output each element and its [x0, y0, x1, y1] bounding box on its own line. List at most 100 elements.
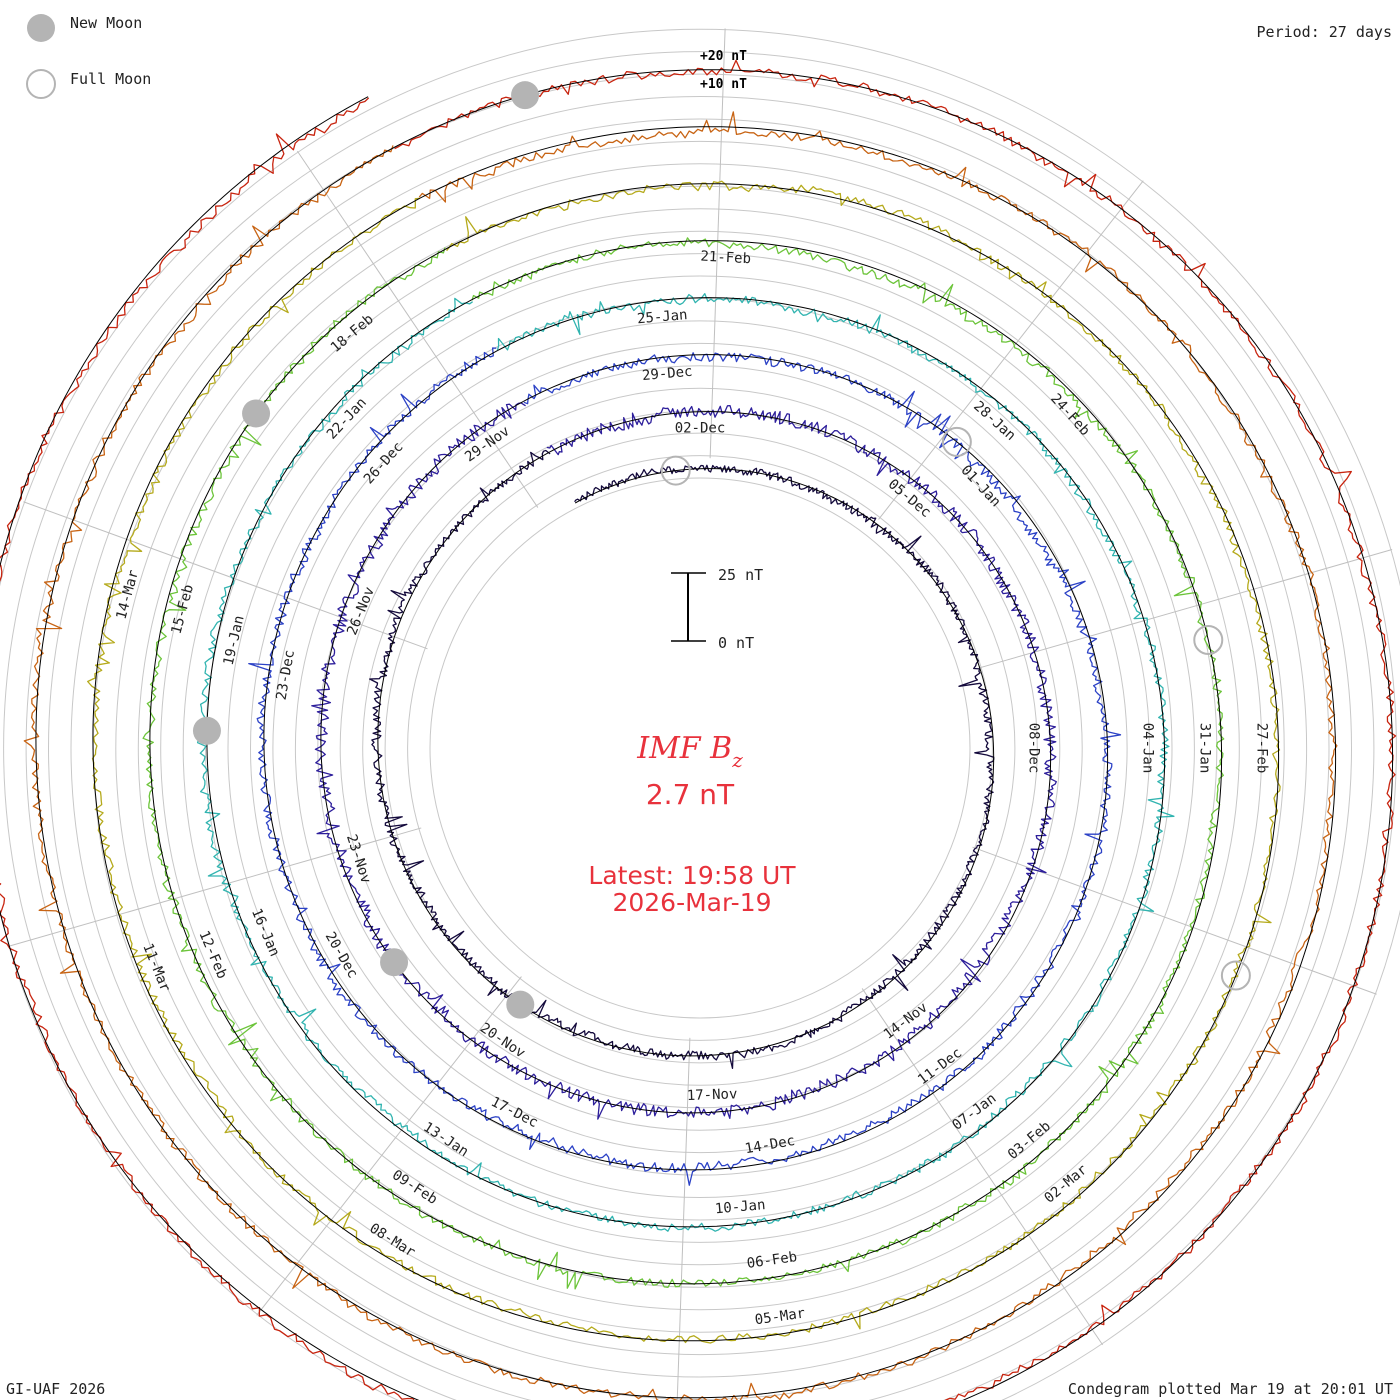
- grid-ring: [294, 342, 1106, 1154]
- full-moon-icon: [26, 69, 56, 99]
- date-label-12: 17-Dec: [488, 1094, 540, 1131]
- date-label-29: 06-Feb: [746, 1249, 798, 1272]
- new-moon-marker-3: [192, 716, 221, 745]
- grid-ring: [182, 230, 1218, 1266]
- date-label-22: 16-Jan: [248, 906, 282, 959]
- date-label-31: 12-Feb: [195, 928, 229, 981]
- baseline-spiral-5: [149, 240, 1223, 1285]
- grid-ring: [407, 455, 993, 1041]
- grid-ring: [3, 51, 1397, 1400]
- grid-spoke: [878, 180, 1144, 520]
- baseline-spiral-2: [320, 400, 1052, 1114]
- baseline-spiral-6: [92, 183, 1280, 1342]
- date-label-21: 13-Jan: [420, 1119, 471, 1160]
- new-moon-marker-4: [242, 399, 271, 428]
- series-trace-8: [0, 59, 1397, 1400]
- date-label-15: 26-Dec: [361, 439, 407, 487]
- date-label-10: 11-Dec: [915, 1045, 965, 1088]
- date-label-20: 10-Jan: [714, 1197, 766, 1217]
- grid-spoke: [978, 549, 1393, 669]
- latest-time: Latest: 19:58 UT: [588, 861, 796, 890]
- period-label: Period: 27 days: [1257, 23, 1392, 41]
- grid-spoke: [709, 28, 726, 459]
- imf-title: IMF Bz: [636, 731, 743, 772]
- date-label-27: 31-Jan: [1197, 723, 1213, 774]
- date-label-7: 02-Dec: [675, 421, 726, 437]
- date-label-1: 14-Nov: [881, 999, 931, 1042]
- date-label-2: 17-Nov: [687, 1086, 738, 1104]
- series-trace-2: [311, 402, 1057, 1120]
- legend: New Moon Full Moon: [26, 14, 151, 99]
- center-readout: IMF Bz 2.7 nT Latest: 19:58 UT 2026-Mar-…: [588, 731, 796, 917]
- series-traces: [0, 59, 1397, 1400]
- imf-value: 2.7 nT: [646, 778, 735, 811]
- date-label-23: 19-Jan: [221, 614, 248, 667]
- scale-bar-top-label: 25 nT: [718, 566, 763, 584]
- grid-ring: [115, 163, 1285, 1333]
- new-moon-icon: [27, 14, 55, 42]
- latest-date: 2026-Mar-19: [612, 888, 771, 917]
- series-trace-5: [142, 237, 1225, 1290]
- grid-spoke: [256, 976, 522, 1316]
- new-moon-marker-1: [506, 990, 535, 1019]
- scale-bar: 25 nT 0 nT: [671, 566, 763, 652]
- grid-spoke: [296, 150, 539, 508]
- date-label-38: 05-Mar: [754, 1305, 806, 1328]
- grid-ring: [70, 118, 1330, 1378]
- legend-full-moon: Full Moon: [70, 70, 151, 88]
- ring-grid: [0, 28, 1400, 1400]
- date-label-3: 20-Nov: [477, 1020, 528, 1062]
- footer-plotted: Condegram plotted Mar 19 at 20:01 UT: [1068, 1380, 1393, 1398]
- grid-spoke: [7, 827, 422, 947]
- full-moon-marker-4: [1220, 960, 1251, 991]
- scale-label-20nt: +20 nT: [700, 49, 747, 64]
- full-moon-marker-1: [660, 455, 691, 486]
- date-label-37: 02-Mar: [1041, 1162, 1090, 1207]
- date-label-13: 20-Dec: [322, 929, 361, 981]
- date-label-19: 07-Jan: [949, 1090, 999, 1133]
- baseline-rings: [0, 69, 1394, 1400]
- baseline-spiral-7: [35, 126, 1337, 1399]
- date-label-40: 11-Mar: [139, 941, 173, 994]
- grid-ring: [272, 320, 1128, 1176]
- date-label-17: 01-Jan: [958, 462, 1004, 510]
- date-label-30: 09-Feb: [389, 1167, 440, 1208]
- date-label-33: 18-Feb: [328, 311, 377, 356]
- grid-ring: [25, 73, 1375, 1400]
- grid-ring: [384, 432, 1016, 1064]
- series-trace-6: [87, 180, 1281, 1344]
- date-label-25: 25-Jan: [636, 307, 688, 327]
- scale-label-10nt: +10 nT: [700, 77, 747, 92]
- grid-spoke: [23, 501, 428, 650]
- date-label-5: 26-Nov: [344, 585, 378, 638]
- series-trace-7: [23, 111, 1338, 1400]
- date-label-35: 24-Feb: [1047, 391, 1093, 439]
- series-trace-1: [369, 449, 995, 1070]
- date-label-34: 21-Feb: [700, 249, 751, 268]
- grid-ring: [227, 275, 1173, 1221]
- grid-spoke: [861, 988, 1104, 1346]
- grid-ring: [160, 208, 1240, 1288]
- full-moon-marker-3: [1193, 624, 1224, 655]
- date-label-28: 03-Feb: [1005, 1118, 1054, 1163]
- grid-ring: [0, 28, 1400, 1400]
- grid-ring: [205, 253, 1195, 1243]
- date-label-39: 08-Mar: [367, 1220, 418, 1260]
- date-label-14: 23-Dec: [274, 649, 299, 702]
- footer-credit: GI-UAF 2026: [6, 1380, 105, 1398]
- date-label-11: 14-Dec: [744, 1133, 797, 1158]
- new-moon-marker-2: [380, 948, 409, 977]
- date-label-26: 28-Jan: [970, 398, 1018, 444]
- grid-ring: [339, 387, 1061, 1109]
- legend-new-moon: New Moon: [70, 14, 142, 32]
- moon-markers: [192, 81, 1251, 1019]
- baseline-spiral-8: [0, 69, 1394, 1400]
- series-trace-3: [248, 347, 1122, 1186]
- date-label-18: 04-Jan: [1140, 723, 1156, 774]
- date-label-16: 29-Dec: [641, 364, 693, 384]
- new-moon-marker-5: [511, 81, 540, 110]
- baseline-spiral-3: [263, 350, 1109, 1171]
- grid-ring: [429, 477, 971, 1019]
- grid-spoke: [676, 1037, 691, 1400]
